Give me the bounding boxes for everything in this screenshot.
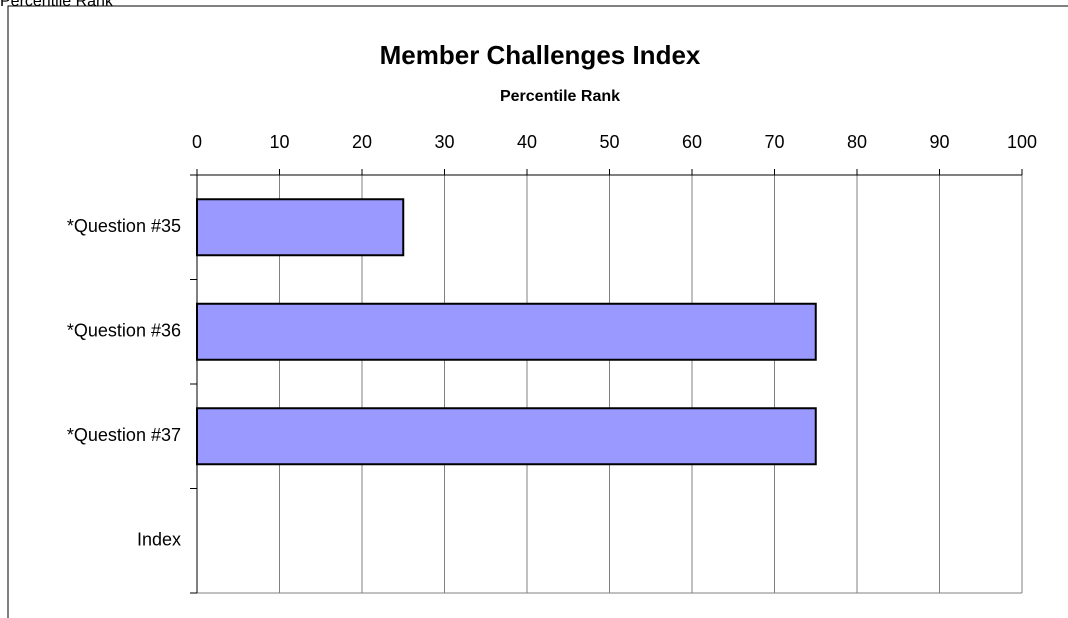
- x-tick-label: 70: [764, 132, 784, 152]
- x-tick-label: 10: [269, 132, 289, 152]
- y-tick-label: *Question #36: [67, 321, 181, 341]
- x-tick-label: 0: [192, 132, 202, 152]
- sheet-label: Percentile Rank: [0, 0, 114, 10]
- bar: [196, 302, 817, 361]
- y-tick-label: *Question #37: [67, 425, 181, 445]
- bar: [196, 407, 817, 466]
- chart-title: Member Challenges Index: [380, 40, 701, 70]
- x-tick-label: 30: [434, 132, 454, 152]
- y-tick-label: Index: [137, 530, 181, 550]
- x-tick-label: 60: [682, 132, 702, 152]
- y-tick-label: *Question #35: [67, 216, 181, 236]
- bar: [196, 198, 405, 257]
- x-tick-label: 100: [1007, 132, 1037, 152]
- x-tick-label: 80: [847, 132, 867, 152]
- x-tick-label: 40: [517, 132, 537, 152]
- x-tick-label: 90: [929, 132, 949, 152]
- x-tick-label: 20: [352, 132, 372, 152]
- chart-frame: [7, 5, 1068, 618]
- x-tick-label: 50: [599, 132, 619, 152]
- chart-subtitle: Percentile Rank: [500, 88, 620, 105]
